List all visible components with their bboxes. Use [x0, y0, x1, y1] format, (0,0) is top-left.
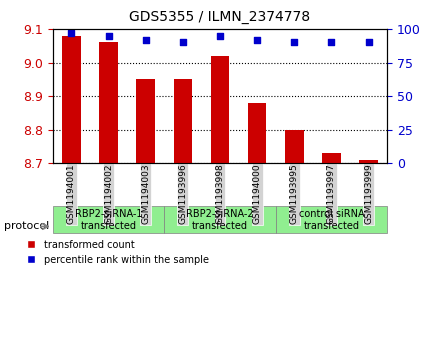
Text: GSM1194002: GSM1194002	[104, 164, 113, 224]
FancyBboxPatch shape	[53, 206, 164, 233]
Point	[365, 40, 372, 45]
FancyBboxPatch shape	[164, 206, 276, 233]
Point	[253, 37, 260, 43]
Point	[105, 33, 112, 38]
Bar	[248, 103, 267, 163]
Bar	[322, 153, 341, 163]
Bar	[285, 130, 304, 163]
Text: RBP2-siRNA-1
transfected: RBP2-siRNA-1 transfected	[75, 209, 142, 231]
Text: GSM1194003: GSM1194003	[141, 164, 150, 224]
Title: GDS5355 / ILMN_2374778: GDS5355 / ILMN_2374778	[129, 10, 311, 24]
Text: GSM1193997: GSM1193997	[327, 164, 336, 224]
Bar	[62, 36, 81, 163]
Text: GSM1193995: GSM1193995	[290, 164, 299, 224]
Point	[216, 33, 224, 38]
Text: GSM1194000: GSM1194000	[253, 164, 262, 224]
Bar	[173, 79, 192, 163]
Text: GSM1194001: GSM1194001	[67, 164, 76, 224]
Bar	[211, 56, 229, 163]
Point	[291, 40, 298, 45]
FancyBboxPatch shape	[276, 206, 387, 233]
Text: GSM1193999: GSM1193999	[364, 164, 373, 224]
Text: GSM1193998: GSM1193998	[216, 164, 224, 224]
Text: protocol: protocol	[4, 221, 50, 232]
Bar	[359, 160, 378, 163]
Bar	[99, 42, 118, 163]
Point	[68, 30, 75, 36]
Legend: transformed count, percentile rank within the sample: transformed count, percentile rank withi…	[18, 236, 213, 269]
Point	[142, 37, 149, 43]
Text: GSM1193996: GSM1193996	[178, 164, 187, 224]
Point	[328, 40, 335, 45]
Text: control siRNA
transfected: control siRNA transfected	[299, 209, 364, 231]
Bar	[136, 79, 155, 163]
Point	[180, 40, 187, 45]
Text: RBP2-siRNA-2
transfected: RBP2-siRNA-2 transfected	[186, 209, 254, 231]
